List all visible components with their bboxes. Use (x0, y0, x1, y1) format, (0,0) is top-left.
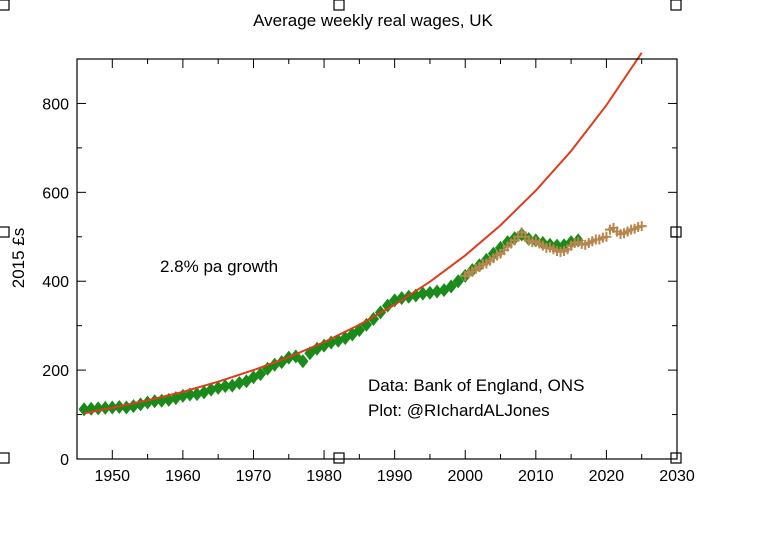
resize-handle[interactable] (0, 0, 10, 11)
resize-handle[interactable] (333, 0, 345, 11)
x-tick-label: 2030 (659, 468, 695, 485)
data-point (360, 317, 373, 332)
data-point (219, 379, 231, 394)
data-point (261, 361, 274, 376)
data-point (254, 367, 267, 382)
data-point (445, 279, 457, 294)
data-point (325, 335, 337, 350)
x-tick-label: 2010 (518, 468, 554, 485)
y-tick-label: 200 (42, 363, 69, 380)
monthly-wage-series (460, 221, 647, 281)
data-point (191, 387, 203, 402)
x-tick-label: 2000 (447, 468, 483, 485)
x-tick-label: 1960 (165, 468, 201, 485)
data-point (389, 293, 401, 308)
resize-handle[interactable] (333, 452, 345, 464)
data-point (212, 380, 224, 395)
chart-title: Average weekly real wages, UK (253, 11, 493, 30)
data-point (601, 231, 612, 242)
resize-handle[interactable] (670, 226, 682, 238)
data-point (381, 298, 394, 313)
plot-axes: 1950 1960 1970 1980 1990 2000 2010 2020 2030 0 200… (42, 58, 695, 485)
x-tick-label: 1980 (306, 468, 342, 485)
x-tick-label: 1990 (377, 468, 413, 485)
resize-handle[interactable] (670, 0, 682, 11)
data-point (297, 354, 309, 369)
selection-handles[interactable] (0, 0, 682, 464)
data-point (290, 349, 302, 364)
y-tick-label: 800 (42, 96, 69, 113)
data-point (276, 355, 288, 370)
data-point (78, 402, 90, 417)
data-point (99, 400, 111, 415)
data-source-annotation: Data: Bank of England, ONS (368, 376, 584, 395)
data-point (636, 221, 647, 232)
data-point (205, 382, 217, 397)
resize-handle[interactable] (0, 452, 10, 464)
data-point (431, 284, 443, 299)
resize-handle[interactable] (670, 452, 682, 464)
data-point (247, 370, 260, 385)
data-point (233, 376, 245, 390)
x-tick-label: 2020 (589, 468, 625, 485)
trend-line (83, 52, 643, 415)
y-tick-label: 0 (60, 452, 69, 469)
y-axis-label: 2015 £s (9, 228, 28, 289)
growth-annotation: 2.8% pa growth (160, 257, 278, 276)
y-tick-label: 600 (42, 185, 69, 202)
plot-frame (76, 58, 678, 460)
data-point (85, 401, 97, 416)
y-tick-label: 400 (42, 274, 69, 291)
data-point (424, 285, 436, 300)
data-point (452, 274, 464, 289)
x-tick-label: 1950 (94, 468, 130, 485)
data-point (353, 323, 365, 338)
x-tick-label: 1970 (236, 468, 272, 485)
data-point (269, 357, 281, 372)
resize-handle[interactable] (0, 226, 10, 238)
data-point (417, 286, 429, 301)
plot-credit-annotation: Plot: @RIchardALJones (368, 401, 550, 420)
